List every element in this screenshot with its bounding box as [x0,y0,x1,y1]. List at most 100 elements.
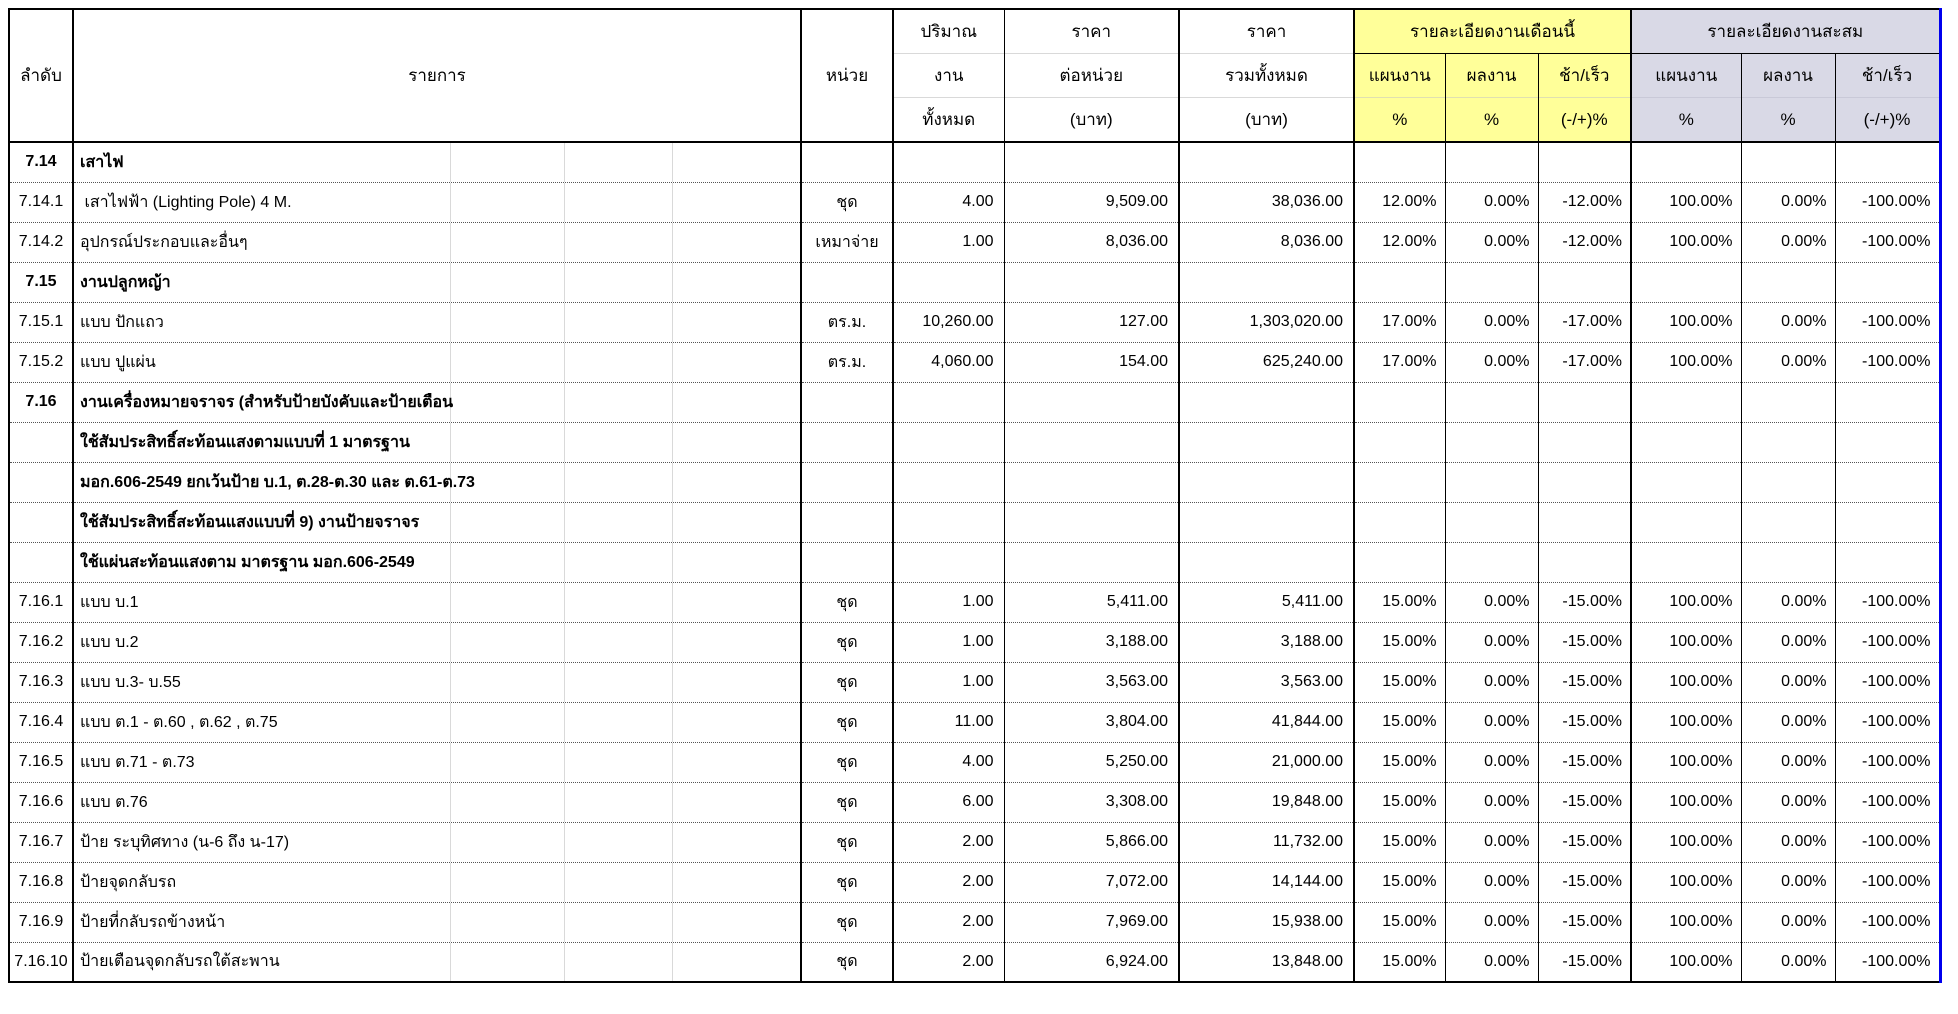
unit-price-cell[interactable] [1003,261,1179,302]
quantity-cell[interactable]: 11.00 [892,701,1004,742]
cum-diff-cell[interactable]: -100.00% [1834,301,1941,342]
quantity-cell[interactable]: 2.00 [892,821,1004,862]
month-diff-cell[interactable]: -15.00% [1537,941,1632,982]
month-plan-cell[interactable]: 15.00% [1353,581,1445,622]
cum-diff-cell[interactable]: -100.00% [1834,941,1941,982]
cum-diff-cell[interactable] [1834,461,1941,502]
cum-plan-cell[interactable]: 100.00% [1630,181,1742,222]
cum-diff-cell[interactable]: -100.00% [1834,781,1941,822]
unit-cell[interactable] [800,261,893,302]
month-diff-cell[interactable]: -15.00% [1537,581,1632,622]
month-plan-cell[interactable] [1353,261,1445,302]
month-actual-cell[interactable] [1444,501,1538,542]
unit-cell[interactable]: ชุด [800,181,893,222]
quantity-cell[interactable] [892,461,1004,502]
header-group-cumulative[interactable]: รายละเอียดงานสะสม [1630,9,1941,54]
month-plan-cell[interactable]: 17.00% [1353,301,1445,342]
cum-plan-cell[interactable]: 100.00% [1630,341,1742,382]
unit-cell[interactable]: เหมาจ่าย [800,221,893,262]
description-cell[interactable]: แบบ ต.1 - ต.60 , ต.62 , ต.75 [72,701,801,742]
month-actual-cell[interactable]: 0.00% [1444,781,1538,822]
quantity-cell[interactable] [892,541,1004,582]
item-no-cell[interactable]: 7.16.9 [9,901,73,942]
month-actual-cell[interactable] [1444,421,1538,462]
month-diff-cell[interactable]: -12.00% [1537,221,1632,262]
header-month-plan[interactable]: แผนงาน % [1353,53,1445,142]
month-diff-cell[interactable] [1537,142,1632,182]
cum-actual-cell[interactable]: 0.00% [1740,741,1836,782]
quantity-cell[interactable]: 4.00 [892,181,1004,222]
total-price-cell[interactable]: 14,144.00 [1178,861,1354,902]
month-plan-cell[interactable]: 15.00% [1353,621,1445,662]
unit-price-cell[interactable] [1003,421,1179,462]
description-cell[interactable]: งานปลูกหญ้า [72,261,801,302]
total-price-cell[interactable]: 41,844.00 [1178,701,1354,742]
cum-plan-cell[interactable]: 100.00% [1630,661,1742,702]
description-cell[interactable]: แบบ ปูแผ่น [72,341,801,382]
month-actual-cell[interactable]: 0.00% [1444,741,1538,782]
unit-cell[interactable]: ชุด [800,821,893,862]
quantity-cell[interactable]: 2.00 [892,901,1004,942]
header-unit[interactable]: หน่วย [800,9,893,142]
cum-actual-cell[interactable]: 0.00% [1740,301,1836,342]
month-plan-cell[interactable]: 15.00% [1353,741,1445,782]
unit-cell[interactable]: ชุด [800,701,893,742]
cum-plan-cell[interactable]: 100.00% [1630,581,1742,622]
cum-plan-cell[interactable]: 100.00% [1630,701,1742,742]
header-cum-plan[interactable]: แผนงาน % [1630,53,1742,142]
unit-cell[interactable]: ชุด [800,661,893,702]
cum-diff-cell[interactable]: -100.00% [1834,661,1941,702]
item-no-cell[interactable]: 7.16.5 [9,741,73,782]
unit-cell[interactable] [800,461,893,502]
quantity-cell[interactable] [892,142,1004,182]
quantity-cell[interactable]: 2.00 [892,941,1004,982]
item-no-cell[interactable]: 7.14.1 [9,181,73,222]
description-cell[interactable]: ใช้สัมประสิทธิ์สะท้อนแสงแบบที่ 9) งานป้า… [72,501,801,542]
unit-price-cell[interactable]: 9,509.00 [1003,181,1179,222]
unit-cell[interactable] [800,421,893,462]
month-diff-cell[interactable]: -15.00% [1537,781,1632,822]
month-plan-cell[interactable]: 15.00% [1353,661,1445,702]
total-price-cell[interactable] [1178,461,1354,502]
month-actual-cell[interactable]: 0.00% [1444,901,1538,942]
month-diff-cell[interactable]: -15.00% [1537,821,1632,862]
month-diff-cell[interactable]: -15.00% [1537,621,1632,662]
cum-actual-cell[interactable]: 0.00% [1740,581,1836,622]
cum-actual-cell[interactable] [1740,541,1836,582]
cum-actual-cell[interactable]: 0.00% [1740,221,1836,262]
month-actual-cell[interactable]: 0.00% [1444,221,1538,262]
item-no-cell[interactable]: 7.16.10 [9,941,73,982]
cum-actual-cell[interactable]: 0.00% [1740,181,1836,222]
cum-actual-cell[interactable]: 0.00% [1740,701,1836,742]
unit-price-cell[interactable] [1003,461,1179,502]
item-no-cell[interactable]: 7.16.6 [9,781,73,822]
unit-cell[interactable]: ชุด [800,941,893,982]
item-no-cell[interactable] [9,541,73,582]
cum-diff-cell[interactable]: -100.00% [1834,701,1941,742]
month-actual-cell[interactable]: 0.00% [1444,701,1538,742]
cum-actual-cell[interactable] [1740,381,1836,422]
cum-diff-cell[interactable]: -100.00% [1834,861,1941,902]
month-actual-cell[interactable] [1444,142,1538,182]
unit-cell[interactable]: ชุด [800,861,893,902]
unit-cell[interactable] [800,541,893,582]
quantity-cell[interactable] [892,261,1004,302]
total-price-cell[interactable]: 11,732.00 [1178,821,1354,862]
month-actual-cell[interactable]: 0.00% [1444,581,1538,622]
cum-actual-cell[interactable]: 0.00% [1740,341,1836,382]
month-diff-cell[interactable] [1537,381,1632,422]
unit-cell[interactable]: ตร.ม. [800,341,893,382]
unit-price-cell[interactable]: 7,969.00 [1003,901,1179,942]
total-price-cell[interactable]: 15,938.00 [1178,901,1354,942]
total-price-cell[interactable]: 625,240.00 [1178,341,1354,382]
total-price-cell[interactable] [1178,421,1354,462]
cum-plan-cell[interactable] [1630,461,1742,502]
unit-price-cell[interactable]: 6,924.00 [1003,941,1179,982]
month-actual-cell[interactable]: 0.00% [1444,661,1538,702]
month-actual-cell[interactable]: 0.00% [1444,861,1538,902]
month-plan-cell[interactable] [1353,541,1445,582]
description-cell[interactable]: ใช้แผ่นสะท้อนแสงตาม มาตรฐาน มอก.606-2549 [72,541,801,582]
header-month-actual[interactable]: ผลงาน % [1444,53,1538,142]
cum-actual-cell[interactable] [1740,501,1836,542]
total-price-cell[interactable] [1178,142,1354,182]
